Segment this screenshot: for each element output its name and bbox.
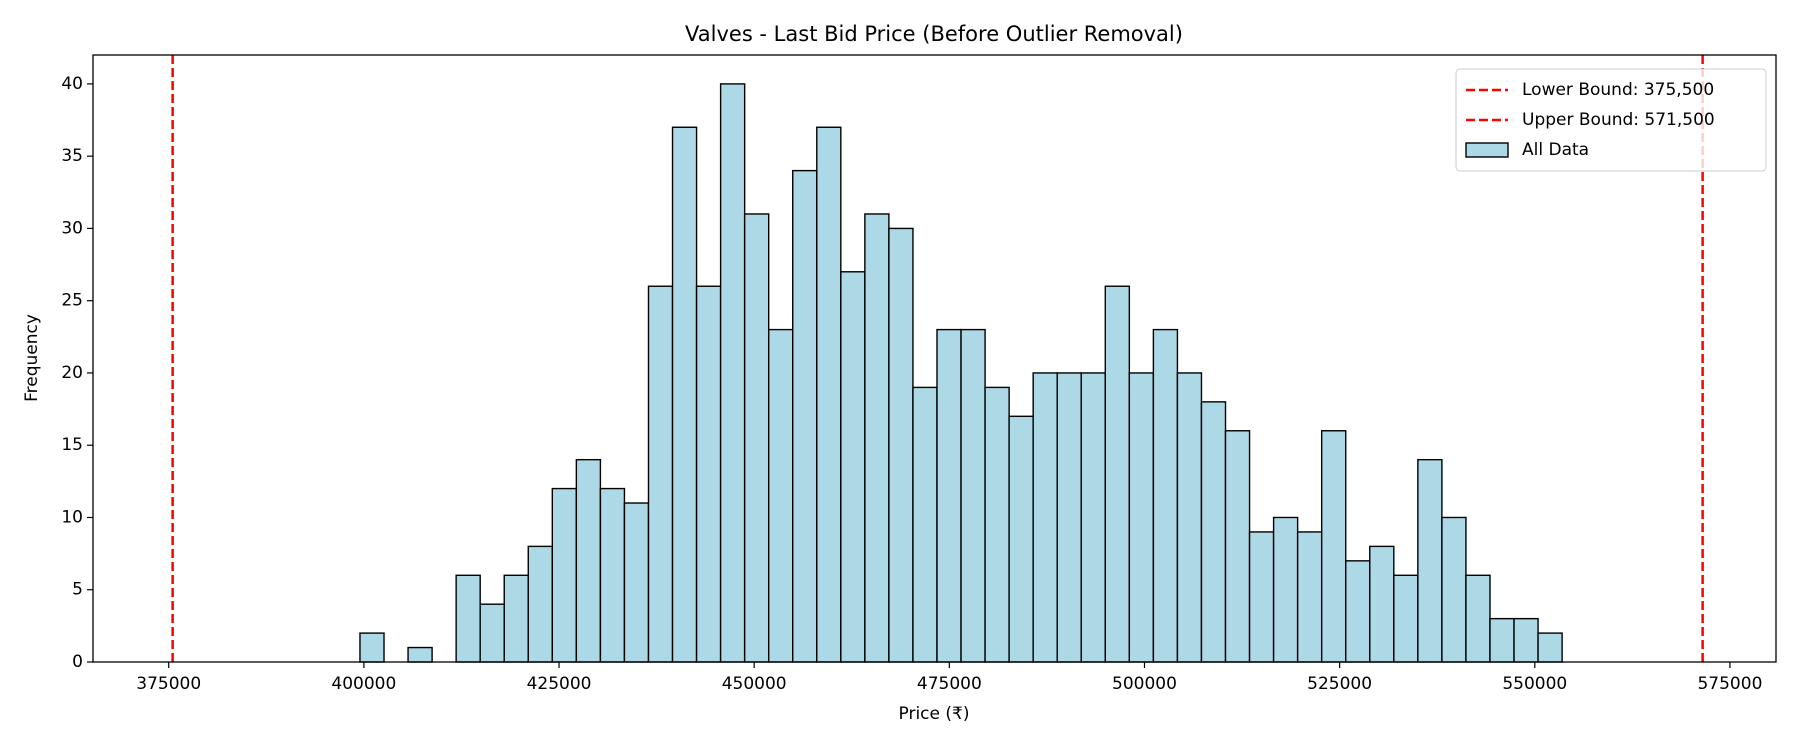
- bar: [816, 126, 842, 663]
- bar: [1513, 617, 1539, 663]
- y-tick-label: 5: [72, 580, 83, 600]
- bar: [695, 285, 722, 663]
- bar: [1128, 372, 1155, 663]
- bar: [359, 632, 385, 663]
- bar: [1056, 372, 1082, 663]
- bar: [1296, 531, 1323, 663]
- bar: [575, 458, 602, 663]
- y-tick-label: 30: [61, 218, 83, 238]
- bar: [527, 545, 554, 663]
- legend-box: [1455, 68, 1767, 172]
- bar: [984, 386, 1010, 663]
- x-tick-label: 400000: [331, 674, 396, 694]
- bar: [671, 126, 698, 663]
- bar: [1320, 430, 1347, 663]
- x-tick-label: 425000: [527, 674, 592, 694]
- y-axis-label: Frequency: [22, 314, 42, 402]
- bar: [1176, 372, 1203, 663]
- bar: [1537, 632, 1563, 663]
- bar: [1441, 516, 1467, 663]
- x-tick-label: 525000: [1307, 674, 1372, 694]
- bar: [767, 328, 794, 663]
- y-tick-label: 25: [61, 291, 83, 311]
- bar: [1465, 574, 1491, 663]
- y-tick-label: 40: [61, 74, 83, 94]
- bar: [1417, 458, 1443, 663]
- bar: [1200, 401, 1227, 663]
- x-tick-label: 375000: [136, 674, 201, 694]
- bar: [1032, 372, 1058, 663]
- bar: [1369, 545, 1395, 663]
- x-tick-label: 550000: [1502, 674, 1567, 694]
- legend-label: Upper Bound: 571,500: [1522, 110, 1715, 130]
- x-tick-label: 450000: [722, 674, 787, 694]
- bar: [840, 271, 866, 663]
- x-tick-label: 575000: [1697, 674, 1762, 694]
- x-axis-label: Price (₹): [899, 704, 970, 724]
- bar: [647, 285, 674, 663]
- bar: [1248, 531, 1275, 663]
- x-tick-label: 500000: [1112, 674, 1177, 694]
- bar: [1104, 285, 1131, 663]
- plot-frame: [92, 54, 1777, 663]
- bar: [743, 213, 770, 663]
- bar: [1224, 430, 1251, 663]
- y-tick-label: 15: [61, 435, 83, 455]
- bar: [1393, 574, 1419, 663]
- bar: [1345, 560, 1371, 663]
- bar: [551, 487, 578, 663]
- bar: [792, 169, 818, 663]
- y-tick-label: 10: [61, 507, 83, 527]
- bar: [1489, 617, 1515, 663]
- legend-patch: [1465, 142, 1509, 158]
- legend-label: Lower Bound: 375,500: [1522, 80, 1714, 100]
- bar: [1080, 372, 1106, 663]
- bar: [960, 328, 986, 663]
- y-tick-label: 35: [61, 146, 83, 166]
- bar: [407, 646, 433, 663]
- bar: [599, 487, 626, 663]
- bar: [503, 574, 529, 663]
- y-tick-label: 0: [72, 652, 83, 672]
- legend: Lower Bound: 375,500 Upper Bound: 571,500…: [1455, 68, 1767, 172]
- bar: [912, 386, 938, 663]
- bar: [936, 328, 962, 663]
- bar: [719, 83, 746, 663]
- bar: [623, 502, 650, 663]
- x-tick-label: 475000: [917, 674, 982, 694]
- bar: [864, 213, 890, 663]
- legend-label: All Data: [1522, 140, 1589, 160]
- chart-title: Valves - Last Bid Price (Before Outlier …: [685, 22, 1183, 46]
- bar: [888, 227, 914, 663]
- bar: [1272, 516, 1299, 663]
- bar: [1008, 415, 1034, 663]
- y-tick-label: 20: [61, 363, 83, 383]
- bar: [455, 574, 481, 663]
- bar: [1152, 328, 1179, 663]
- bar: [479, 603, 505, 663]
